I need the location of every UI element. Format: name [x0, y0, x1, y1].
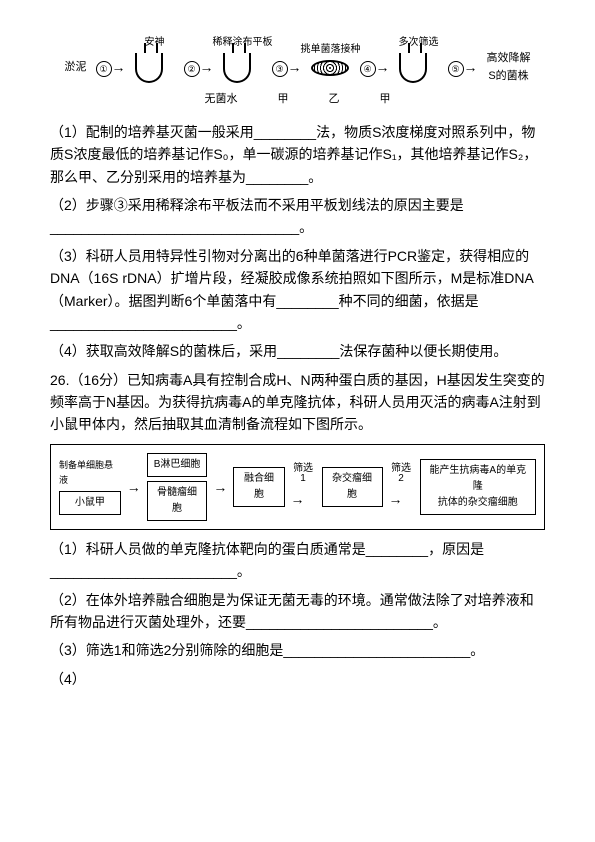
box-mouse: 小鼠甲: [59, 491, 121, 515]
question-1-2: （2）步骤③采用稀释涂布平板法而不采用平板划线法的原因主要是__________…: [50, 194, 545, 239]
d1-result: 高效降解 S的菌株: [487, 50, 531, 85]
question-2-4: （4）: [50, 668, 545, 690]
arrow-icon: →: [127, 476, 141, 498]
flask-2: [223, 53, 251, 83]
box-bcell: B淋巴细胞: [147, 453, 208, 477]
box-final: 能产生抗病毒A的单克隆 抗体的杂交瘤细胞: [420, 459, 536, 515]
toplabel-3: 挑单菌落接种: [301, 42, 361, 58]
question-2-2: （2）在体外培养融合细胞是为保证无菌无毒的环境。通常做法除了对培养液和所有物品进…: [50, 589, 545, 634]
question-1-1: （1）配制的培养基灭菌一般采用________法，物质S浓度梯度对照系列中，物质…: [50, 121, 545, 188]
step-4: ④: [360, 61, 376, 77]
question-1-4: （4）获取高效降解S的菌株后，采用________法保存菌种以便长期使用。: [50, 340, 545, 362]
box-fused: 融合细胞: [233, 467, 284, 507]
question-1-3: （3）科研人员用特异性引物对分离出的6种单菌落进行PCR鉴定，获得相应的DNA（…: [50, 245, 545, 335]
flask-3: [399, 53, 427, 83]
d1-source: 淤泥: [65, 59, 87, 77]
question-2-1: （1）科研人员做的单克隆抗体靶向的蛋白质通常是________，原因是_____…: [50, 538, 545, 583]
petri-dish: [311, 60, 349, 76]
d1-bottom-3: 甲: [380, 91, 391, 109]
d2-prep-label: 制备单细胞悬液: [59, 458, 121, 487]
step-3: ③: [272, 61, 288, 77]
arrow-icon: →: [213, 476, 227, 498]
d1-bottom-2: 乙: [329, 91, 340, 109]
screen2-label: 筛选2: [389, 464, 414, 484]
d1-bottom-0: 无菌水: [205, 91, 238, 109]
screen1-label: 筛选1: [291, 464, 316, 484]
question-2-3: （3）筛选1和筛选2分别筛除的细胞是______________________…: [50, 639, 545, 661]
box-bonemarrow: 骨髓瘤细胞: [147, 481, 208, 521]
d1-bottom-1: 甲: [278, 91, 289, 109]
diagram-microbe-flow: 淤泥 ①→ 安神 ②→ 稀释涂布平板 ③→ 挑单菌落接种 ④→ 多次筛选 ⑤→ …: [50, 50, 545, 85]
flask-1: [135, 53, 163, 83]
step-1: ①: [96, 61, 112, 77]
step-2: ②: [184, 61, 200, 77]
arrow-icon: →: [291, 488, 316, 510]
arrow-icon: →: [389, 488, 414, 510]
question-26-intro: 26.（16分）已知病毒A具有控制合成H、N两种蛋白质的基因，H基因发生突变的频…: [50, 369, 545, 436]
d1-bottom-labels: 无菌水 甲 乙 甲: [50, 91, 545, 109]
diagram-hybridoma-flow: 制备单细胞悬液 小鼠甲 → B淋巴细胞 骨髓瘤细胞 → 融合细胞 筛选1 → 杂…: [50, 444, 545, 530]
box-hybrid: 杂交瘤细胞: [322, 467, 383, 507]
step-5: ⑤: [448, 61, 464, 77]
